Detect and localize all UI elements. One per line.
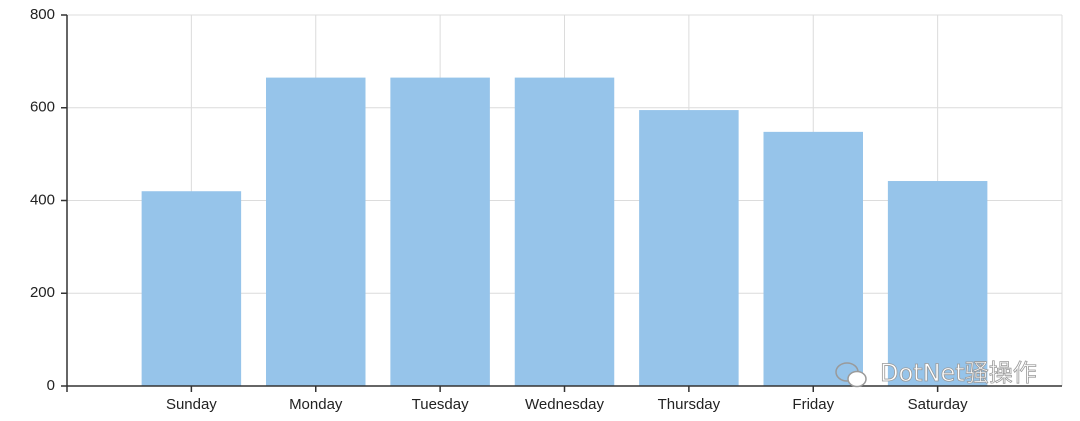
y-tick-label: 600 [30,99,55,116]
bar [763,131,863,386]
y-tick-label: 200 [30,284,55,301]
watermark [835,362,867,388]
x-tick-label: Tuesday [412,396,469,413]
bar [390,77,490,386]
x-tick-label: Sunday [166,396,217,413]
y-tick-label: 400 [30,191,55,208]
y-tick-label: 0 [47,377,55,394]
bar [266,77,366,386]
bar [887,181,988,386]
y-tick-label: 800 [30,6,55,23]
x-tick-label: Saturday [908,396,969,413]
x-tick-label: Thursday [658,396,721,413]
plot: 0 200 400 600 800 Sunday Monday Tuesday Wednesda… [30,6,1063,413]
x-tick-label: Monday [289,396,343,413]
bar [514,77,615,386]
bar [639,110,739,386]
x-tick-label: Friday [792,396,834,413]
watermark-text: DotNet骚操作 [880,359,1037,387]
watermark-icon [847,370,867,388]
bar [141,191,242,386]
x-tick-label: Wednesday [525,396,604,413]
